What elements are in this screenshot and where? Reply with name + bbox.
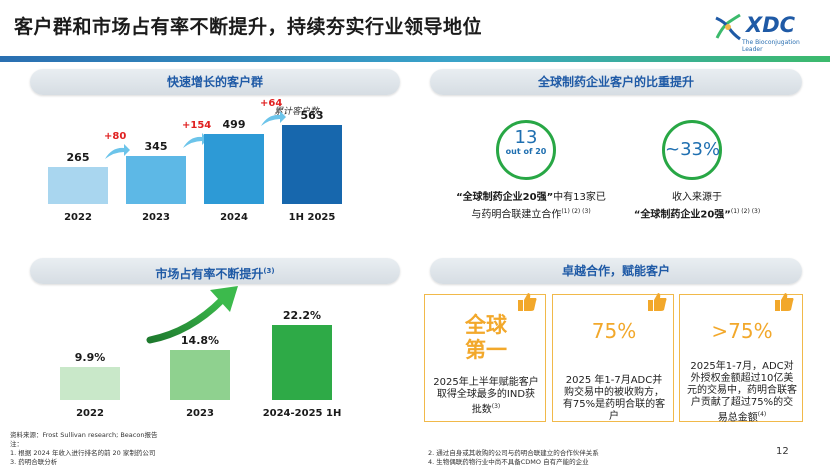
partner-card-2: 75% 2025 年1-7月ADC并购交易中的被收购方，有75%是药明合联的客户 [552, 294, 674, 422]
pharma-caption-right: 收入来源于 “全球制药企业20强”(1) (2) (3) [612, 191, 782, 222]
data-label: 14.8% [180, 334, 220, 348]
customers-panel-heading: 快速增长的客户群 [30, 69, 400, 95]
pharma-caption-left-line2: 与药明合联建立合作 [471, 209, 562, 221]
partner-card-1-title: 全球 第一 [425, 313, 547, 363]
partner-card-1-title-line1: 全球 [465, 313, 507, 337]
data-label: 22.2% [282, 309, 322, 323]
footer-source: 资料来源：Frost Sullivan research; Beacon报告 [10, 431, 158, 439]
page-title: 客户群和市场占有率不断提升，持续夯实行业领导地位 [14, 16, 483, 38]
partner-card-1: 全球 第一 2025年上半年赋能客户取得全球最多的IND获批数(3) [424, 294, 546, 422]
customers-heading-text: 快速增长的客户群 [166, 75, 263, 89]
partner-card-2-title: 75% [591, 319, 637, 343]
partner-card-1-sup: (3) [491, 403, 501, 410]
tick-label: 2023 [142, 212, 170, 223]
growth-arrow-icon [105, 143, 130, 159]
growth-arrow-icon [146, 286, 238, 344]
footer-note-label: 注： [10, 440, 23, 448]
footer-note-2: 2. 通过自身或其收购的公司与药明合联建立的合作伙伴关系 [428, 449, 599, 457]
partner-heading-text: 卓越合作，赋能客户 [561, 264, 670, 278]
top20-count-suffix: out of 20 [505, 147, 547, 156]
bar [126, 155, 186, 204]
tick-label: 2024 [220, 212, 248, 223]
pharma-heading-text: 全球制药企业客户的比重提升 [537, 75, 694, 89]
thumbs-up-icon [518, 293, 537, 311]
logo-tagline: The Bioconjugation Leader [742, 39, 800, 53]
partner-card-1-title-line2: 第一 [465, 338, 507, 362]
pharma-panel-heading: 全球制药企业客户的比重提升 [430, 69, 802, 95]
thumbs-up-icon [775, 293, 794, 311]
tick-label: 1H 2025 [288, 212, 336, 223]
partner-card-3-title: >75% [711, 319, 773, 343]
data-label: 265 [66, 150, 90, 164]
delta-label: +80 [104, 130, 127, 142]
share-heading-sup: (3) [263, 267, 275, 275]
partner-card-1-text-wrap: 2025年上半年赋能客户取得全球最多的IND获批数(3) [433, 377, 539, 416]
bar [204, 134, 264, 204]
pharma-caption-right-sup: (1) (2) (3) [730, 208, 761, 215]
footer-note-3: 3. 药明合联分析 [10, 458, 58, 466]
footer-note-1: 1. 根据 2024 年收入进行排名的前 20 家制药公司 [10, 449, 156, 457]
customers-chart-note: 累计客户数 [274, 107, 320, 117]
partner-card-2-text: 2025 年1-7月ADC并购交易中的被收购方，有75%是药明合联的客户 [562, 375, 666, 422]
revenue-share-value: ~33% [665, 139, 721, 160]
partner-card-3-sup: (4) [757, 411, 767, 418]
bar [170, 350, 230, 400]
pharma-caption-left-rest: 中有13家已 [553, 192, 606, 203]
top20-count-circle: 13 out of 20 [496, 120, 556, 180]
thumbs-up-icon [648, 293, 667, 311]
partner-card-3: >75% 2025年1-7月，ADC对外授权金额超过10亿美元的交易中，药明合联… [679, 294, 803, 424]
pharma-caption-right-bold: “全球制药企业20强” [633, 209, 731, 221]
partner-panel-heading: 卓越合作，赋能客户 [430, 258, 802, 284]
tick-label: 2024-2025 1H [262, 408, 342, 419]
growth-arrow-icon [261, 111, 286, 127]
customers-bar-chart: 265 2022 +80 345 2023 +154 499 2024 +64 563 1H 202… [40, 98, 370, 230]
footer-note-4: 4. 生物偶联药物行业中尚不具备CDMO 自有产能的企业 [428, 458, 589, 466]
logo-text: XDC [746, 13, 796, 37]
tick-label: 2022 [64, 212, 92, 223]
top20-count-value: 13 [514, 127, 538, 148]
pharma-caption-left: “全球制药企业20强”中有13家已 与药明合联建立合作(1) (2) (3) [446, 191, 616, 222]
data-label: 345 [144, 139, 168, 153]
bar [48, 166, 108, 204]
bar [282, 125, 342, 204]
page-number: 12 [776, 446, 789, 457]
pharma-caption-left-sup: (1) (2) (3) [561, 208, 591, 215]
share-panel-heading: 市场占有率不断提升(3) [30, 258, 400, 284]
partner-card-1-text: 2025年上半年赋能客户取得全球最多的IND获批数 [433, 377, 539, 416]
header-divider [0, 56, 830, 62]
tick-label: 2023 [186, 408, 214, 419]
data-label: 499 [222, 118, 246, 132]
partner-card-3-text-wrap: 2025年1-7月，ADC对外授权金额超过10亿美元的交易中，药明合联客户贡献了… [686, 361, 798, 424]
revenue-share-circle: ~33% [662, 120, 722, 180]
tick-label: 2022 [76, 408, 104, 419]
bar [60, 366, 120, 400]
bar [272, 325, 332, 400]
pharma-caption-left-bold: “全球制药企业20强” [456, 192, 554, 203]
data-label: 9.9% [74, 350, 106, 364]
delta-label: +154 [182, 119, 212, 131]
logo-mark-icon [715, 13, 741, 41]
share-heading-text: 市场占有率不断提升 [155, 267, 264, 281]
partner-card-3-text: 2025年1-7月，ADC对外授权金额超过10亿美元的交易中，药明合联客户贡献了… [687, 361, 797, 424]
growth-arrow-icon [183, 132, 208, 148]
share-bar-chart: 9.9% 2022 14.8% 2023 22.2% 2024-2025 1H [40, 309, 370, 420]
delta-label: +64 [260, 98, 283, 110]
pharma-caption-right-line1: 收入来源于 [672, 192, 722, 203]
data-label: 563 [300, 109, 324, 123]
